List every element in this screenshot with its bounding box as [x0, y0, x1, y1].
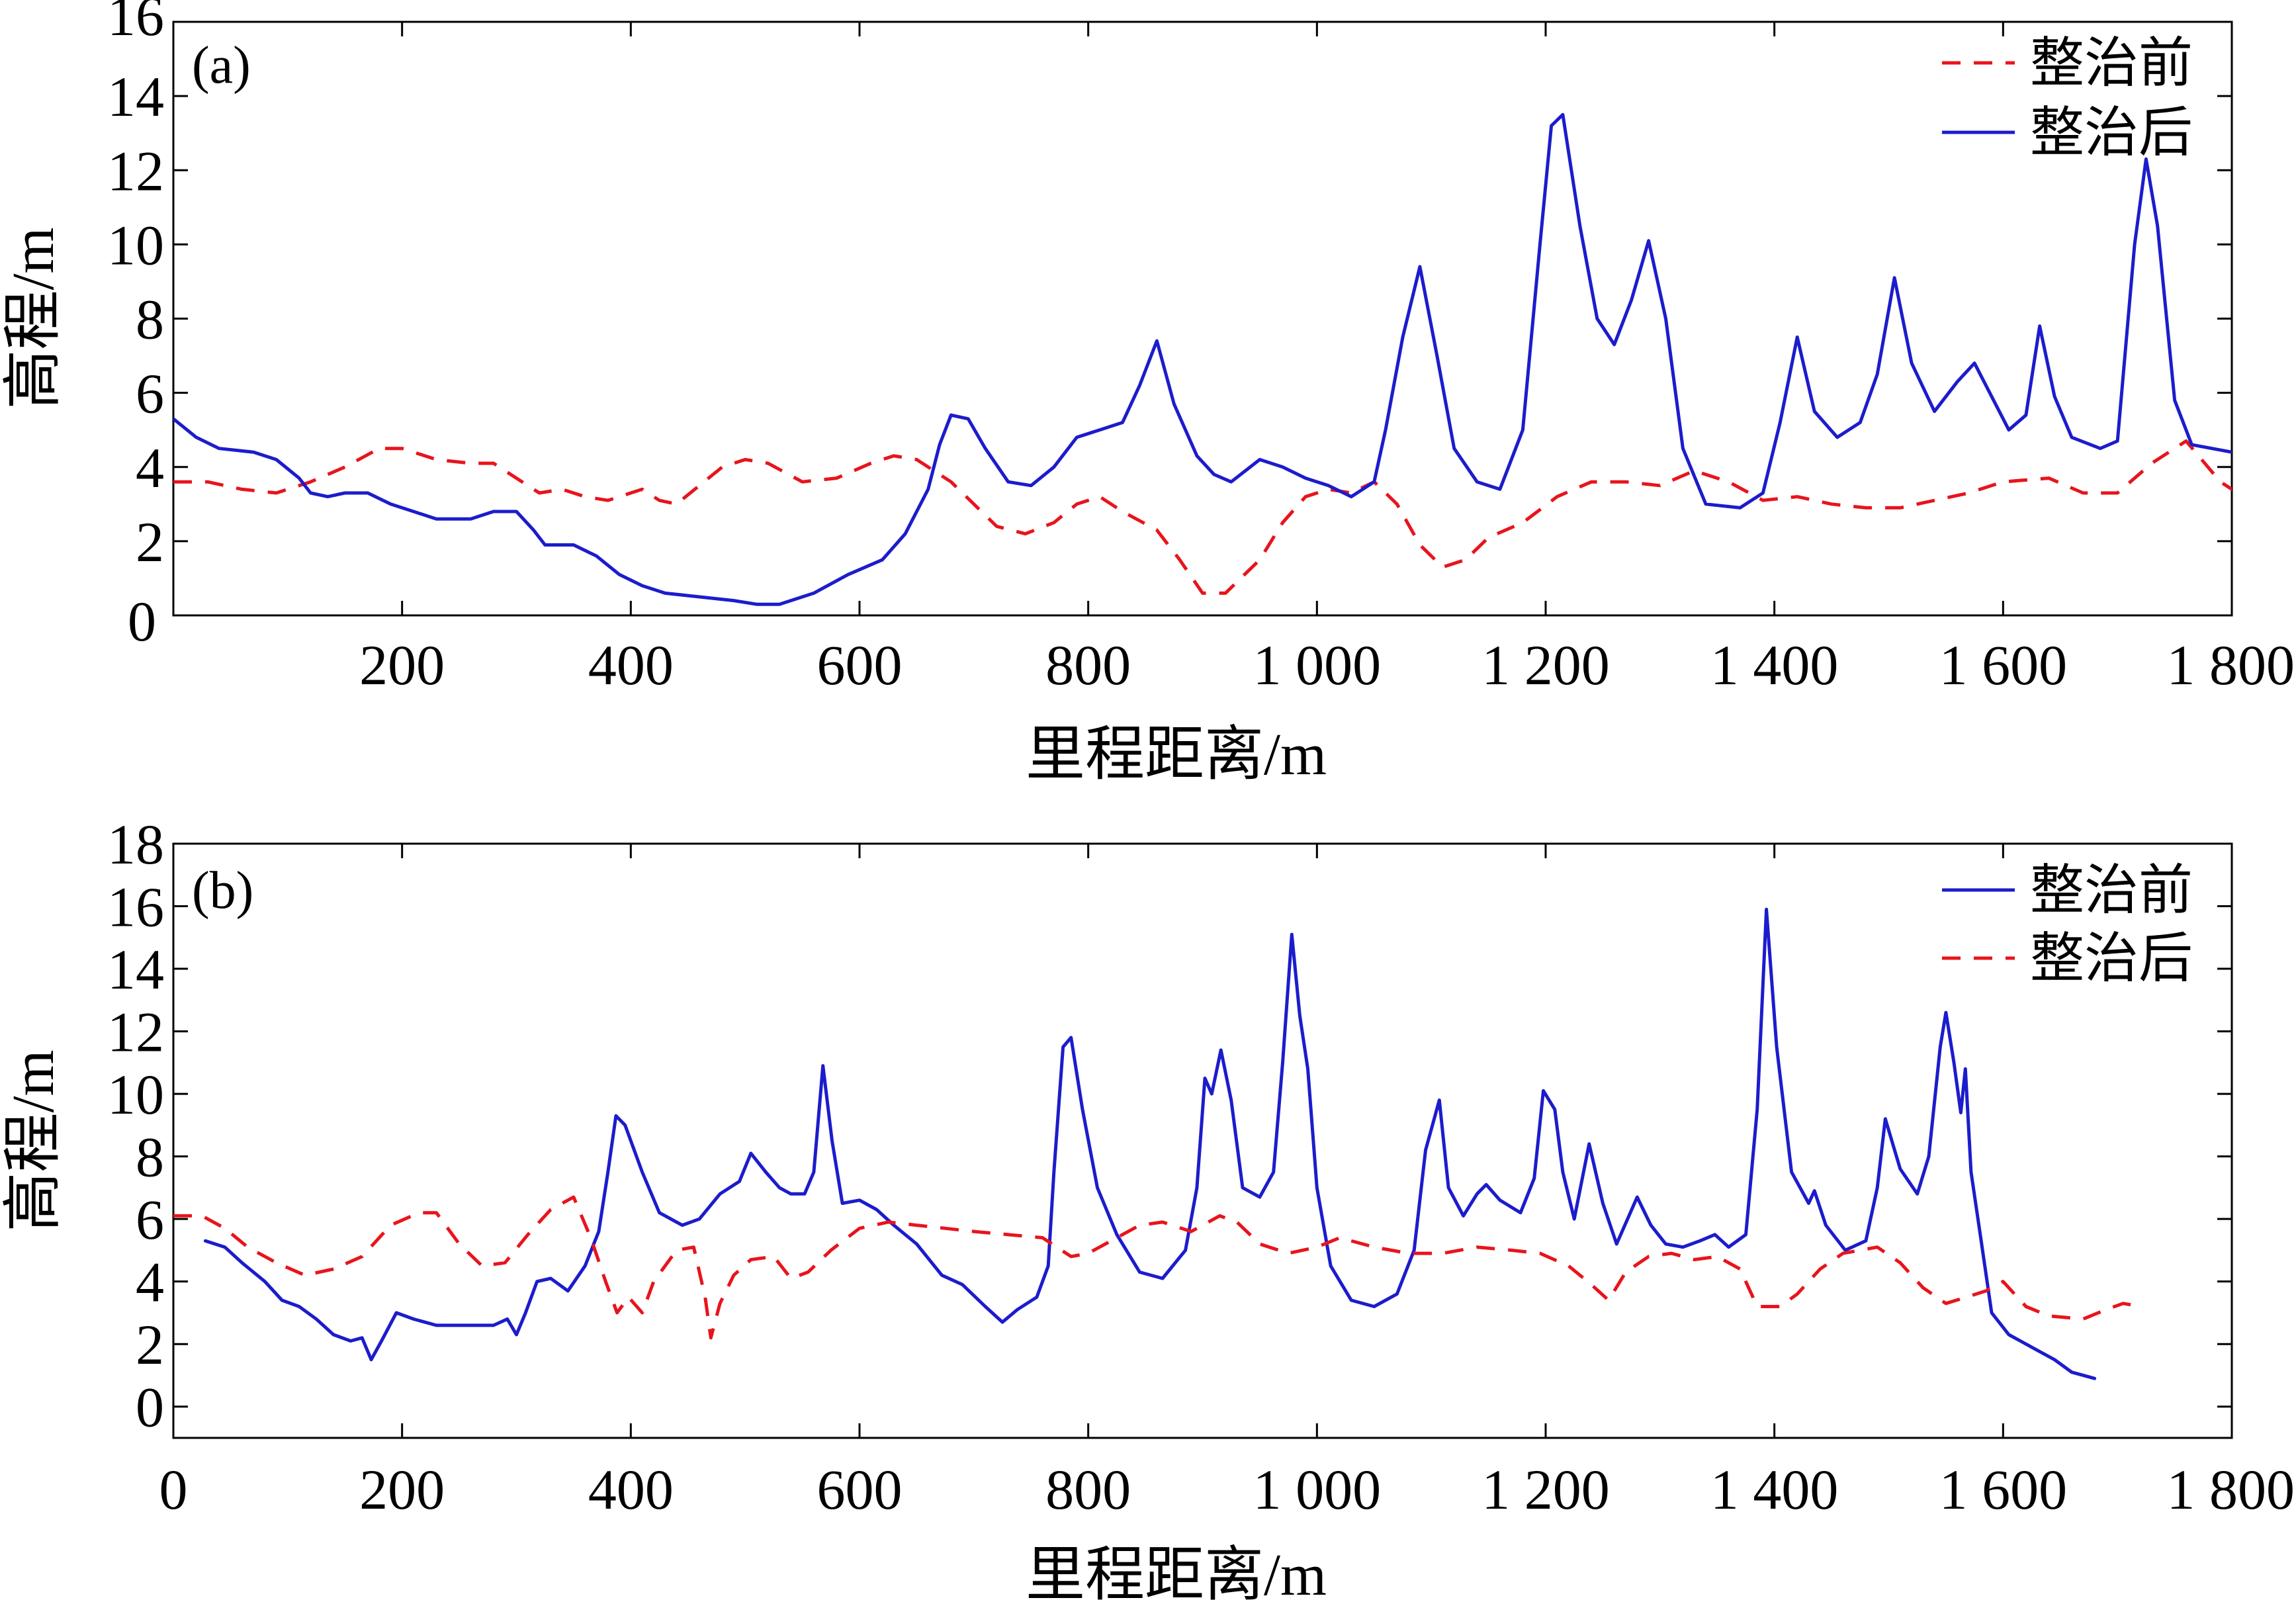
- panel-tag: (b): [192, 862, 253, 920]
- series-line-1: [173, 439, 2232, 595]
- x-axis-title: 里程距离/m: [1026, 1542, 1327, 1600]
- plot-frame: [172, 21, 2233, 617]
- y-tick-label: 6: [136, 362, 164, 425]
- y-axis-title: 高程/m: [1, 1049, 66, 1231]
- y-tick-label: 10: [107, 1063, 164, 1126]
- series-line-1: [203, 907, 2097, 1380]
- y-tick-label: 16: [107, 875, 164, 939]
- x-tick-label: 1 200: [1481, 633, 1610, 697]
- y-tick-label: 12: [107, 1000, 164, 1064]
- y-tick-label: 10: [107, 213, 164, 277]
- x-tick-label: 1 800: [2167, 1458, 2295, 1521]
- series-line-2: [173, 1195, 2141, 1340]
- x-tick-label: 0: [159, 1458, 188, 1521]
- y-tick-label: 4: [136, 436, 164, 500]
- x-tick-label: 800: [1045, 633, 1131, 697]
- x-tick-label: 800: [1045, 1458, 1131, 1521]
- panel-tag: (a): [192, 36, 251, 95]
- y-axis-title: 高程/m: [1, 227, 66, 409]
- y-tick-label: 4: [136, 1251, 164, 1314]
- y-tick-label: 18: [107, 813, 164, 876]
- legend-label-2: 整治后: [2030, 928, 2193, 989]
- x-tick-label: 1 000: [1253, 1458, 1382, 1521]
- series-group: [173, 907, 2141, 1380]
- x-tick-label: 1 600: [1939, 1458, 2068, 1521]
- y-tick-label: 0: [136, 1376, 164, 1439]
- y-tick-label: 2: [136, 1313, 164, 1376]
- y-tick-label: 2: [136, 510, 164, 574]
- y-tick-label: 12: [107, 139, 164, 202]
- x-tick-label: 1 000: [1253, 633, 1382, 697]
- x-tick-label: 600: [817, 633, 903, 697]
- x-tick-label: 200: [359, 1458, 445, 1521]
- y-tick-label: 0: [128, 590, 156, 653]
- legend-label-1: 整治前: [2030, 33, 2193, 93]
- x-tick-label: 1 800: [2167, 633, 2295, 697]
- x-tick-label: 1 400: [1710, 633, 1839, 697]
- x-tick-label: 400: [588, 1458, 674, 1521]
- x-tick-label: 1 400: [1710, 1458, 1839, 1521]
- legend-label-1: 整治前: [2030, 860, 2193, 920]
- x-tick-label: 1 200: [1481, 1458, 1610, 1521]
- series-line-2: [173, 112, 2232, 606]
- legend-label-2: 整治后: [2030, 103, 2193, 163]
- y-tick-label: 8: [136, 1126, 164, 1189]
- plot-frame: [172, 842, 2233, 1439]
- x-axis-title: 里程距离/m: [1026, 722, 1327, 787]
- x-tick-label: 1 600: [1939, 633, 2068, 697]
- series-group: [173, 112, 2232, 606]
- y-tick-label: 16: [107, 0, 164, 48]
- y-tick-label: 8: [136, 288, 164, 351]
- x-tick-label: 200: [359, 633, 445, 697]
- y-tick-label: 14: [107, 65, 164, 128]
- y-tick-label: 14: [107, 938, 164, 1001]
- panel-a: 200 400 600 800 1 000 1 200 1 400 1 600 1 800 0 2 4…: [1, 0, 2295, 787]
- y-tick-label: 6: [136, 1188, 164, 1251]
- x-tick-label: 400: [588, 633, 674, 697]
- x-tick-label: 600: [817, 1458, 903, 1521]
- panel-b: 0 200 400 600 800 1 000 1 200 1 400 1 600 1 80002…: [1, 813, 2295, 1600]
